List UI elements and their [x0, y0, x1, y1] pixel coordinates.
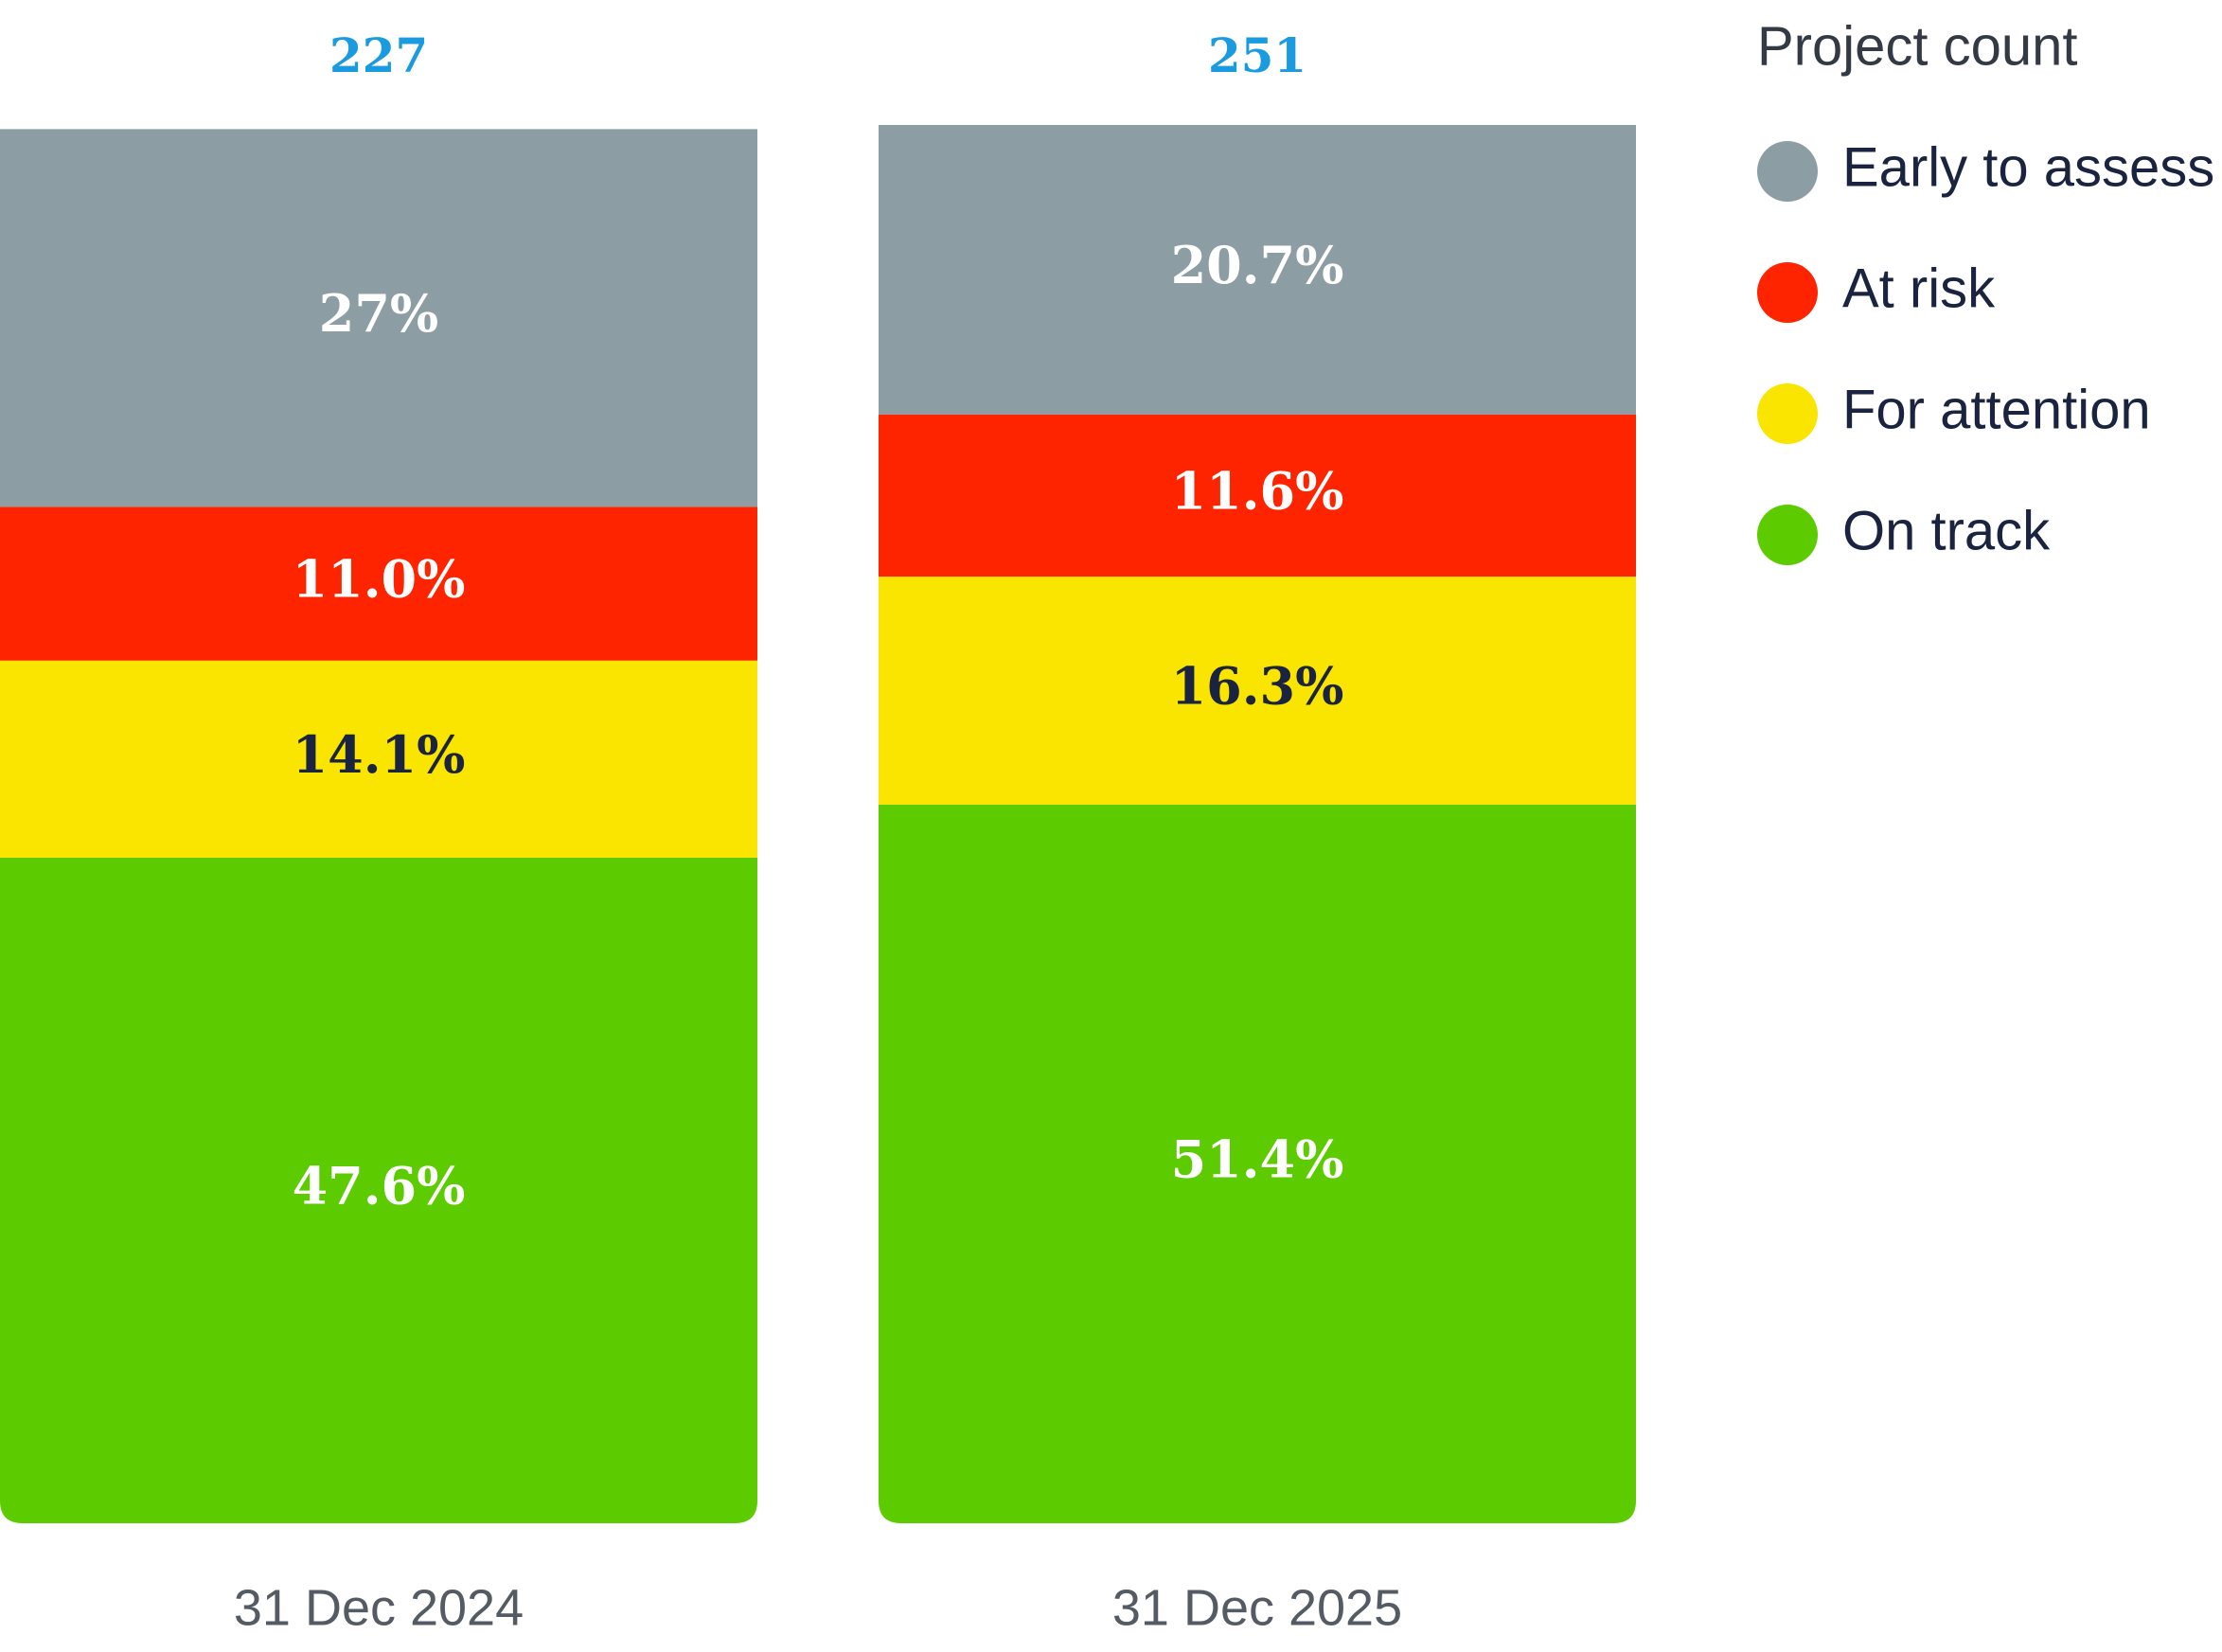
segment-label: 11.0%	[293, 549, 466, 610]
legend-label: On track	[1842, 500, 2051, 561]
bar-segment	[879, 125, 1636, 415]
bar-segment	[0, 506, 757, 661]
bar-segment	[879, 804, 1636, 1523]
legend-title: Project count	[1757, 15, 2078, 77]
legend-label: At risk	[1842, 258, 1996, 319]
x-tick-label: 31 Dec 2025	[1112, 1579, 1402, 1636]
legend-label: For attention	[1842, 379, 2151, 440]
total-label: 227	[329, 27, 428, 83]
bar-segment	[879, 414, 1636, 577]
bar-segment	[0, 129, 757, 507]
bar-segment	[879, 577, 1636, 805]
segment-label: 16.3%	[1171, 656, 1344, 717]
legend-swatch	[1757, 141, 1818, 202]
bar-segment	[0, 660, 757, 858]
total-label: 251	[1208, 27, 1307, 83]
segment-label: 47.6%	[293, 1156, 466, 1217]
segment-label: 51.4%	[1171, 1129, 1344, 1190]
segment-label: 27%	[319, 283, 438, 344]
legend-swatch	[1757, 262, 1818, 323]
legend-swatch	[1757, 383, 1818, 444]
segment-label: 14.1%	[293, 724, 466, 785]
segment-label: 11.6%	[1171, 460, 1344, 521]
segment-label: 20.7%	[1171, 235, 1344, 295]
x-tick-label: 31 Dec 2024	[234, 1579, 524, 1636]
legend-swatch	[1757, 505, 1818, 565]
bar-segment	[0, 857, 757, 1523]
legend-label: Early to assess	[1842, 136, 2214, 198]
